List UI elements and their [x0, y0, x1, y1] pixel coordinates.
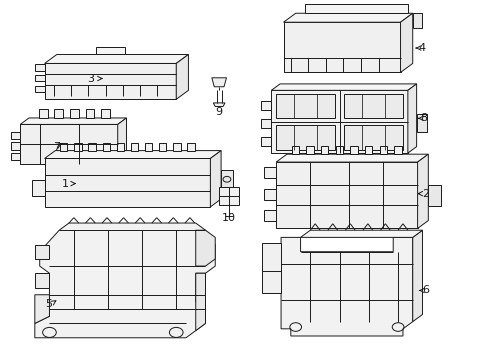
Polygon shape	[344, 125, 402, 149]
Polygon shape	[260, 137, 271, 146]
Polygon shape	[211, 78, 226, 87]
Polygon shape	[44, 63, 176, 99]
Polygon shape	[35, 244, 49, 259]
Polygon shape	[11, 142, 20, 149]
Polygon shape	[400, 13, 412, 72]
Polygon shape	[213, 103, 224, 107]
Polygon shape	[54, 109, 63, 118]
Polygon shape	[291, 146, 299, 154]
Polygon shape	[11, 153, 20, 160]
Polygon shape	[276, 162, 417, 228]
Polygon shape	[145, 143, 152, 150]
Text: 3: 3	[87, 73, 94, 84]
Polygon shape	[271, 84, 416, 90]
Polygon shape	[283, 13, 412, 22]
Polygon shape	[39, 109, 47, 118]
Polygon shape	[131, 143, 138, 150]
Polygon shape	[70, 109, 79, 118]
Polygon shape	[364, 146, 371, 154]
Polygon shape	[219, 187, 238, 205]
Text: 9: 9	[215, 107, 222, 117]
Polygon shape	[85, 109, 94, 118]
Polygon shape	[349, 146, 357, 154]
Polygon shape	[117, 143, 124, 150]
Polygon shape	[20, 125, 118, 164]
Polygon shape	[407, 84, 416, 153]
Polygon shape	[88, 143, 96, 150]
Polygon shape	[281, 237, 412, 336]
Polygon shape	[101, 109, 110, 118]
Polygon shape	[118, 118, 126, 164]
Polygon shape	[412, 13, 422, 28]
Polygon shape	[264, 211, 276, 221]
Polygon shape	[35, 295, 49, 323]
Polygon shape	[264, 189, 276, 200]
Polygon shape	[102, 143, 110, 150]
Polygon shape	[379, 146, 386, 154]
Polygon shape	[44, 150, 221, 158]
Polygon shape	[20, 118, 126, 125]
Polygon shape	[221, 170, 233, 188]
Polygon shape	[393, 146, 401, 154]
Polygon shape	[276, 154, 427, 162]
Polygon shape	[305, 4, 407, 13]
Polygon shape	[35, 273, 49, 288]
Polygon shape	[261, 243, 281, 293]
Polygon shape	[344, 94, 402, 118]
Polygon shape	[35, 86, 44, 92]
Polygon shape	[35, 64, 44, 71]
Polygon shape	[427, 185, 440, 206]
Text: 1: 1	[61, 179, 68, 189]
Polygon shape	[416, 114, 427, 132]
Polygon shape	[173, 143, 180, 150]
Polygon shape	[300, 230, 422, 237]
Polygon shape	[276, 94, 334, 118]
Polygon shape	[321, 146, 328, 154]
Text: 7: 7	[53, 142, 60, 152]
Polygon shape	[11, 132, 20, 139]
Polygon shape	[260, 119, 271, 128]
Polygon shape	[35, 75, 44, 81]
Text: 10: 10	[222, 213, 235, 222]
Text: 4: 4	[418, 43, 425, 53]
Polygon shape	[210, 150, 221, 207]
Polygon shape	[264, 167, 276, 178]
Polygon shape	[35, 223, 215, 338]
Polygon shape	[276, 125, 334, 149]
Polygon shape	[44, 158, 210, 207]
Polygon shape	[187, 143, 194, 150]
Polygon shape	[195, 230, 215, 266]
Polygon shape	[96, 47, 125, 54]
Polygon shape	[159, 143, 166, 150]
Text: 2: 2	[422, 189, 428, 199]
Text: 8: 8	[420, 113, 427, 123]
Polygon shape	[283, 22, 400, 72]
Polygon shape	[195, 273, 205, 330]
Polygon shape	[32, 180, 44, 196]
Text: 6: 6	[422, 285, 428, 296]
Text: 5: 5	[45, 299, 52, 309]
Polygon shape	[335, 146, 342, 154]
Polygon shape	[44, 54, 188, 63]
Polygon shape	[271, 90, 407, 153]
Polygon shape	[176, 54, 188, 99]
Polygon shape	[306, 146, 313, 154]
Polygon shape	[417, 154, 427, 228]
Polygon shape	[412, 230, 422, 321]
Polygon shape	[74, 143, 81, 150]
Polygon shape	[260, 101, 271, 110]
Polygon shape	[60, 143, 67, 150]
